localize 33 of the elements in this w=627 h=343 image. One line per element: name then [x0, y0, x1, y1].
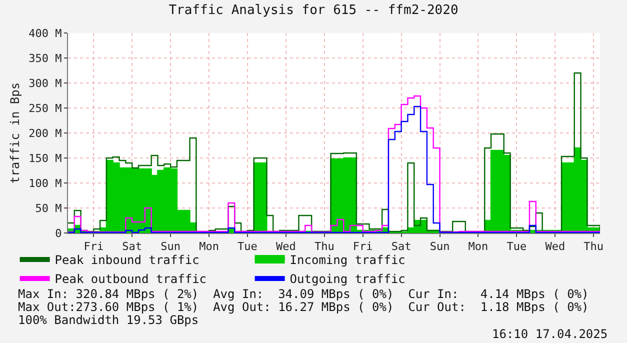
text: 100% Bandwidth 19.53 GBps — [18, 313, 199, 327]
legend-label: Peak outbound traffic — [54, 272, 207, 286]
x-tick-label: Fri — [352, 240, 373, 254]
y-tick-label: 0 — [55, 226, 62, 240]
text: 16:10 17.04.2025 — [492, 327, 608, 341]
y-tick-label: 300 M — [28, 76, 62, 90]
x-tick-label: Sat — [122, 240, 142, 254]
x-tick-label: Fri — [84, 240, 104, 254]
x-tick-label: Sun — [430, 240, 450, 254]
y-tick-label: 350 M — [28, 52, 62, 65]
x-tick-label: Thu — [584, 240, 604, 254]
x-tick-label: Sat — [391, 240, 412, 254]
legend-label: Incoming traffic — [290, 253, 406, 268]
x-tick-label: Wed — [545, 240, 566, 254]
y-axis-title: traffic in Bps — [8, 82, 22, 184]
y-tick-label: 150 M — [28, 152, 62, 165]
x-tick-label: Thu — [314, 240, 334, 254]
text: Max Out:273.60 MBps ( 1%) Avg Out: 16.27 MBps ( 0%) Cur Out: 1.18 MBps ( 0%) — [18, 300, 589, 314]
y-tick-label: 200 M — [28, 126, 62, 140]
x-tick-label: Tue — [506, 240, 527, 254]
y-tick-label: 400 M — [28, 26, 62, 40]
x-tick-label: Mon — [199, 240, 219, 254]
x-tick-label: Wed — [276, 240, 296, 254]
x-tick-label: Mon — [468, 240, 488, 254]
chart-title: Traffic Analysis for 615 -- ffm2-2020 — [168, 3, 458, 18]
legend-label: Outgoing traffic — [290, 272, 406, 286]
x-tick-label: Sun — [160, 240, 180, 254]
y-tick-label: 100 M — [28, 176, 62, 190]
x-tick-label: Tue — [238, 240, 258, 254]
text: Max In: 320.84 MBps ( 2%) Avg In: 34.09 MBps ( 0%) Cur In: 4.14 MBps ( 0%) — [18, 287, 589, 301]
y-tick-label: 250 M — [28, 102, 62, 115]
legend-label: Peak inbound traffic — [54, 253, 200, 268]
y-tick-label: 50 M — [35, 202, 62, 215]
